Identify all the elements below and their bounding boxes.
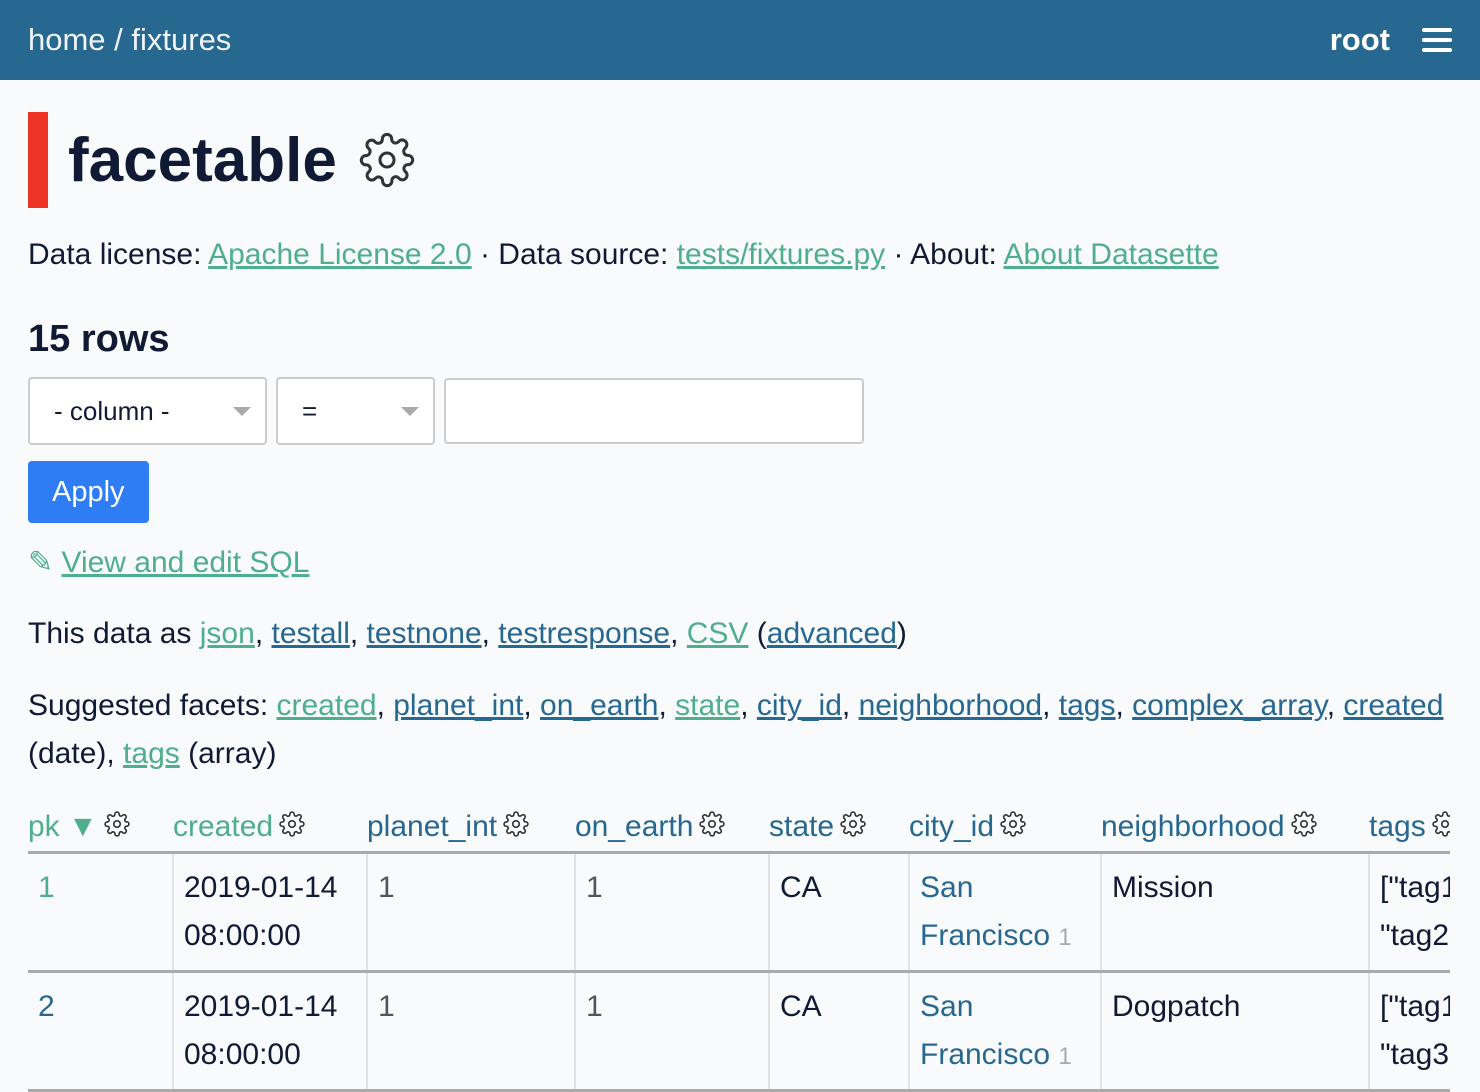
row-pk-link[interactable]: 1: [38, 871, 55, 905]
about-label: · About:: [885, 238, 1004, 271]
suggested-facets: Suggested facets: created, planet_int, o…: [28, 689, 1444, 770]
column-header-state: state: [769, 804, 909, 855]
cell-on-earth: 1: [586, 871, 603, 905]
sort-link-created[interactable]: created: [173, 810, 274, 843]
export-testnone-link[interactable]: testnone: [366, 617, 482, 650]
gear-icon[interactable]: [699, 811, 726, 845]
source-label: · Data source:: [471, 238, 677, 271]
view-edit-sql-link[interactable]: View and edit SQL: [61, 546, 310, 579]
facet-link[interactable]: state: [675, 689, 741, 722]
breadcrumb-db[interactable]: fixtures: [131, 22, 232, 57]
cell-state: CA: [780, 990, 822, 1024]
export-links: This data as json, testall, testnone, te…: [28, 617, 907, 650]
facet-suffix: (array): [179, 737, 277, 770]
sort-link-state[interactable]: state: [769, 810, 835, 843]
sort-link-city_id[interactable]: city_id: [909, 810, 995, 843]
export-testresponse-link[interactable]: testresponse: [498, 617, 671, 650]
table-color-bar: [28, 112, 48, 208]
column-select[interactable]: - column -: [28, 377, 267, 445]
sort-link-neighborhood[interactable]: neighborhood: [1101, 810, 1285, 843]
facet-link[interactable]: planet_int: [393, 689, 524, 722]
filter-row: - column - =: [28, 377, 1452, 445]
table-header-row: pk ▼ created planet_int on_earth state city_i…: [28, 804, 1450, 855]
facet-link[interactable]: created: [276, 689, 377, 722]
chevron-down-icon: [233, 406, 251, 416]
data-table: pk ▼ created planet_int on_earth state city_i…: [28, 804, 1450, 1092]
filter-value-input[interactable]: [444, 378, 864, 444]
city-id: 1: [1058, 1043, 1072, 1071]
facet-link[interactable]: complex_array: [1132, 689, 1327, 722]
table-row: 1 2019-01-14 08:00:00 1 1 CA San Francis…: [28, 852, 1450, 974]
gear-icon[interactable]: [1000, 811, 1026, 845]
metadata: Data license: Apache License 2.0 · Data …: [28, 238, 1452, 272]
sort-link-tags[interactable]: tags: [1369, 810, 1426, 843]
gear-icon[interactable]: [1432, 811, 1450, 845]
facet-link[interactable]: neighborhood: [858, 689, 1043, 722]
license-link[interactable]: Apache License 2.0: [208, 238, 472, 271]
chevron-down-icon: [401, 406, 419, 416]
table-row: 2 2019-01-14 08:00:00 1 1 CA San Francis…: [28, 971, 1450, 1092]
sort-link-planet_int[interactable]: planet_int: [367, 810, 498, 843]
gear-icon[interactable]: [104, 811, 130, 845]
column-header-planet_int: planet_int: [367, 804, 575, 855]
gear-icon[interactable]: [1290, 811, 1317, 845]
cell-state: CA: [780, 871, 822, 905]
cell-on-earth: 1: [586, 990, 603, 1024]
export-advanced-link[interactable]: advanced: [766, 617, 897, 650]
about-link[interactable]: About Datasette: [1003, 238, 1219, 271]
breadcrumb-home[interactable]: home: [28, 22, 106, 57]
gear-icon[interactable]: [503, 811, 529, 845]
export-csv-link[interactable]: CSV: [686, 617, 749, 650]
gear-icon[interactable]: [279, 811, 305, 845]
city-link[interactable]: San Francisco: [920, 871, 1051, 953]
column-select-value: - column -: [54, 395, 170, 426]
facet-link[interactable]: on_earth: [540, 689, 659, 722]
facets-label: Suggested facets:: [28, 689, 277, 722]
facet-link[interactable]: tags: [1058, 689, 1116, 722]
cell-neighborhood: Dogpatch: [1112, 990, 1241, 1024]
city-id: 1: [1058, 924, 1072, 952]
column-header-pk: pk ▼: [28, 804, 173, 855]
sort-link-pk[interactable]: pk: [28, 810, 60, 843]
column-header-neighborhood: neighborhood: [1101, 804, 1369, 855]
export-json-link[interactable]: json: [199, 617, 255, 650]
facet-array-link[interactable]: tags: [123, 737, 180, 770]
facet-suffix: (date),: [28, 737, 124, 770]
facet-link[interactable]: city_id: [756, 689, 842, 722]
column-header-city_id: city_id: [909, 804, 1101, 855]
cell-tags: ["tag1", "tag2"]: [1380, 871, 1450, 953]
cell-created: 2019-01-14 08:00:00: [184, 990, 338, 1072]
column-header-tags: tags: [1369, 804, 1450, 855]
gear-icon[interactable]: [840, 811, 866, 845]
cell-created: 2019-01-14 08:00:00: [184, 871, 338, 953]
row-count: 15 rows: [28, 318, 170, 360]
sort-desc-icon: ▼: [68, 810, 98, 843]
page-title: facetable: [68, 125, 337, 195]
menu-icon[interactable]: [1422, 28, 1452, 52]
top-nav: home / fixtures root: [0, 0, 1480, 80]
row-pk-link[interactable]: 2: [38, 990, 55, 1024]
source-link[interactable]: tests/fixtures.py: [676, 238, 886, 271]
breadcrumb-sep: /: [105, 22, 132, 57]
city-link[interactable]: San Francisco: [920, 990, 1051, 1072]
facet-date-link[interactable]: created: [1343, 689, 1444, 722]
apply-button[interactable]: Apply: [28, 461, 149, 523]
breadcrumb: home / fixtures: [28, 22, 231, 58]
operator-select[interactable]: =: [276, 377, 435, 445]
export-testall-link[interactable]: testall: [271, 617, 350, 650]
cell-planet-int: 1: [378, 871, 395, 905]
pencil-icon: ✎: [28, 546, 54, 579]
cell-neighborhood: Mission: [1112, 871, 1214, 905]
sort-link-on_earth[interactable]: on_earth: [575, 810, 694, 843]
gear-icon[interactable]: [359, 132, 415, 188]
operator-select-value: =: [302, 395, 318, 426]
license-label: Data license:: [28, 238, 209, 271]
cell-planet-int: 1: [378, 990, 395, 1024]
cell-tags: ["tag1", "tag3"]: [1380, 990, 1450, 1072]
column-header-created: created: [173, 804, 367, 855]
column-header-on_earth: on_earth: [575, 804, 769, 855]
export-label: This data as: [28, 617, 200, 650]
user-name: root: [1329, 22, 1390, 57]
